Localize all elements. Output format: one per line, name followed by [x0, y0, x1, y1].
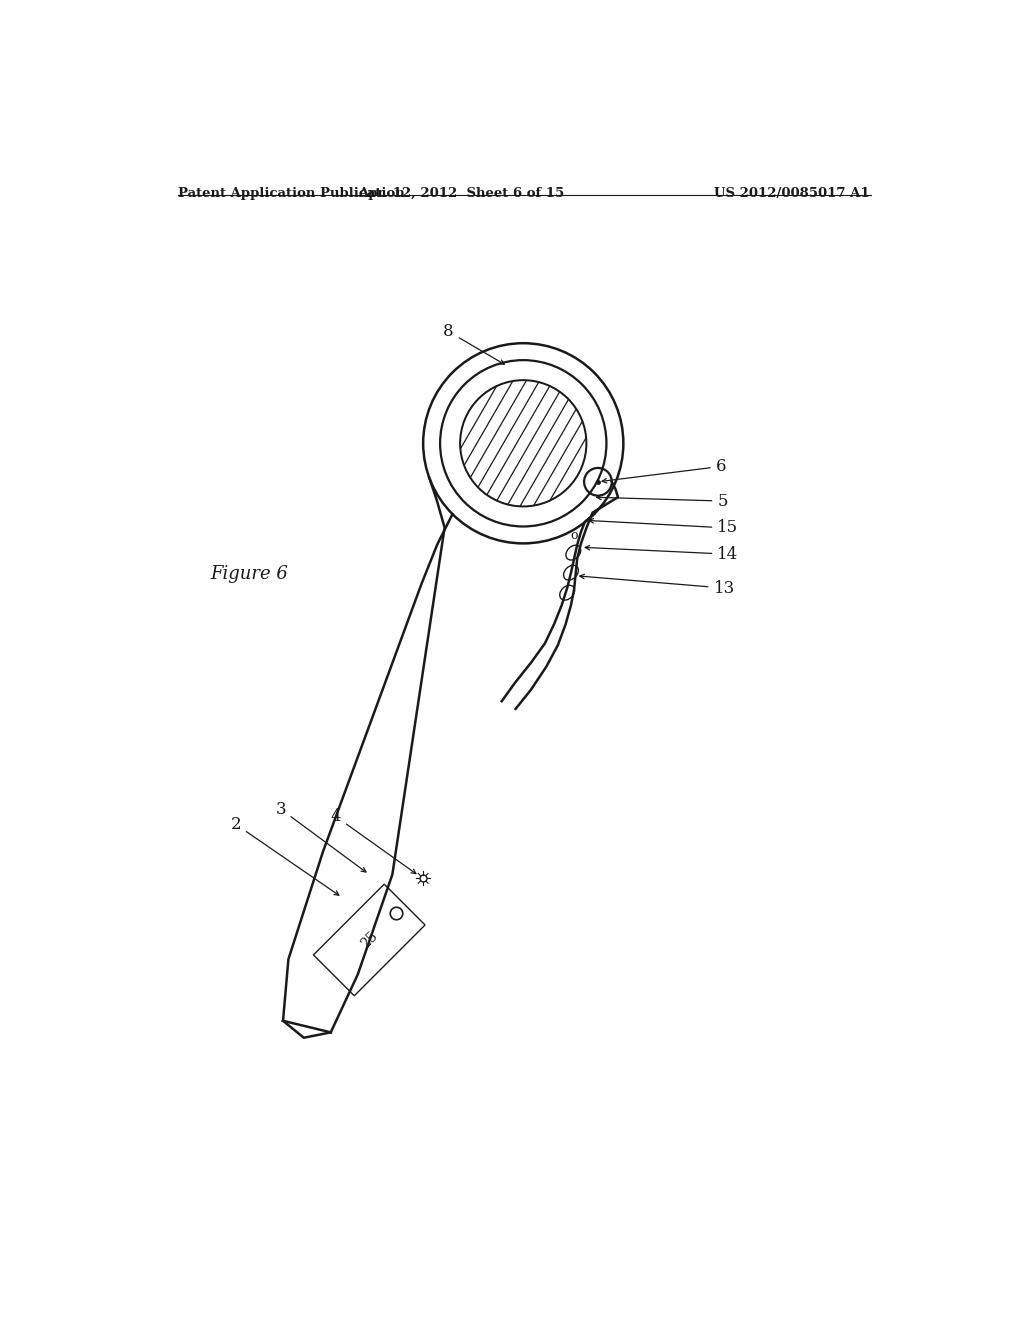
Text: 4: 4 [331, 808, 416, 874]
Text: 5: 5 [597, 492, 728, 510]
Text: 25: 25 [358, 929, 380, 952]
Text: 13: 13 [580, 574, 734, 597]
Text: 2: 2 [230, 816, 339, 895]
Text: Figure 6: Figure 6 [210, 565, 288, 583]
Text: 14: 14 [585, 545, 738, 562]
Text: o: o [570, 529, 578, 543]
Text: 3: 3 [275, 800, 366, 873]
Text: US 2012/0085017 A1: US 2012/0085017 A1 [714, 187, 869, 199]
Text: 8: 8 [443, 323, 504, 364]
Text: 15: 15 [589, 519, 738, 536]
Text: 6: 6 [602, 458, 726, 483]
Text: Apr. 12, 2012  Sheet 6 of 15: Apr. 12, 2012 Sheet 6 of 15 [358, 187, 565, 199]
Text: Patent Application Publication: Patent Application Publication [178, 187, 406, 199]
